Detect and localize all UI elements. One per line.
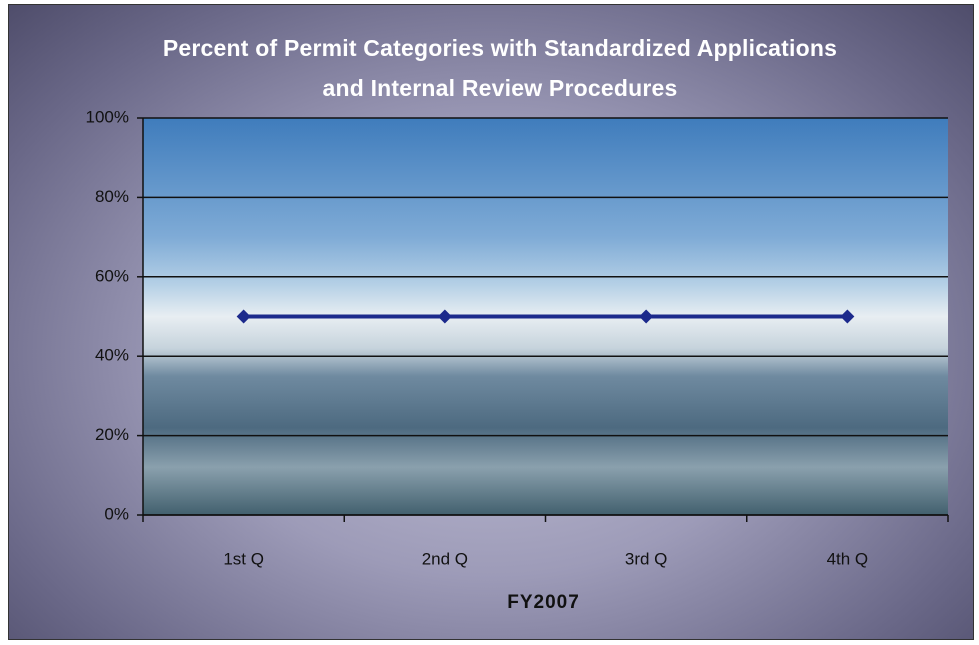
data-point [639,309,654,324]
y-tick-label: 0% [104,504,129,523]
data-point [840,309,855,324]
x-tick-label: 4th Q [827,549,869,568]
x-tick-label: 2nd Q [422,549,468,568]
y-tick-label: 100% [86,107,129,126]
x-axis-label: FY2007 [507,592,580,613]
y-tick-label: 20% [95,425,129,444]
x-tick-label: 3rd Q [625,549,668,568]
y-tick-label: 40% [95,346,129,365]
data-point [236,309,251,324]
chart-title: Percent of Permit Categories with Standa… [162,35,838,101]
x-tick-label: 1st Q [223,549,264,568]
y-tick-label: 80% [95,187,129,206]
data-point [437,309,452,324]
y-tick-label: 60% [95,266,129,285]
